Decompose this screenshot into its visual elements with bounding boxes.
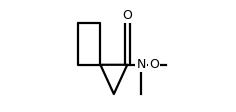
Text: N: N	[136, 58, 146, 71]
Text: O: O	[149, 58, 159, 71]
Text: O: O	[122, 9, 132, 22]
